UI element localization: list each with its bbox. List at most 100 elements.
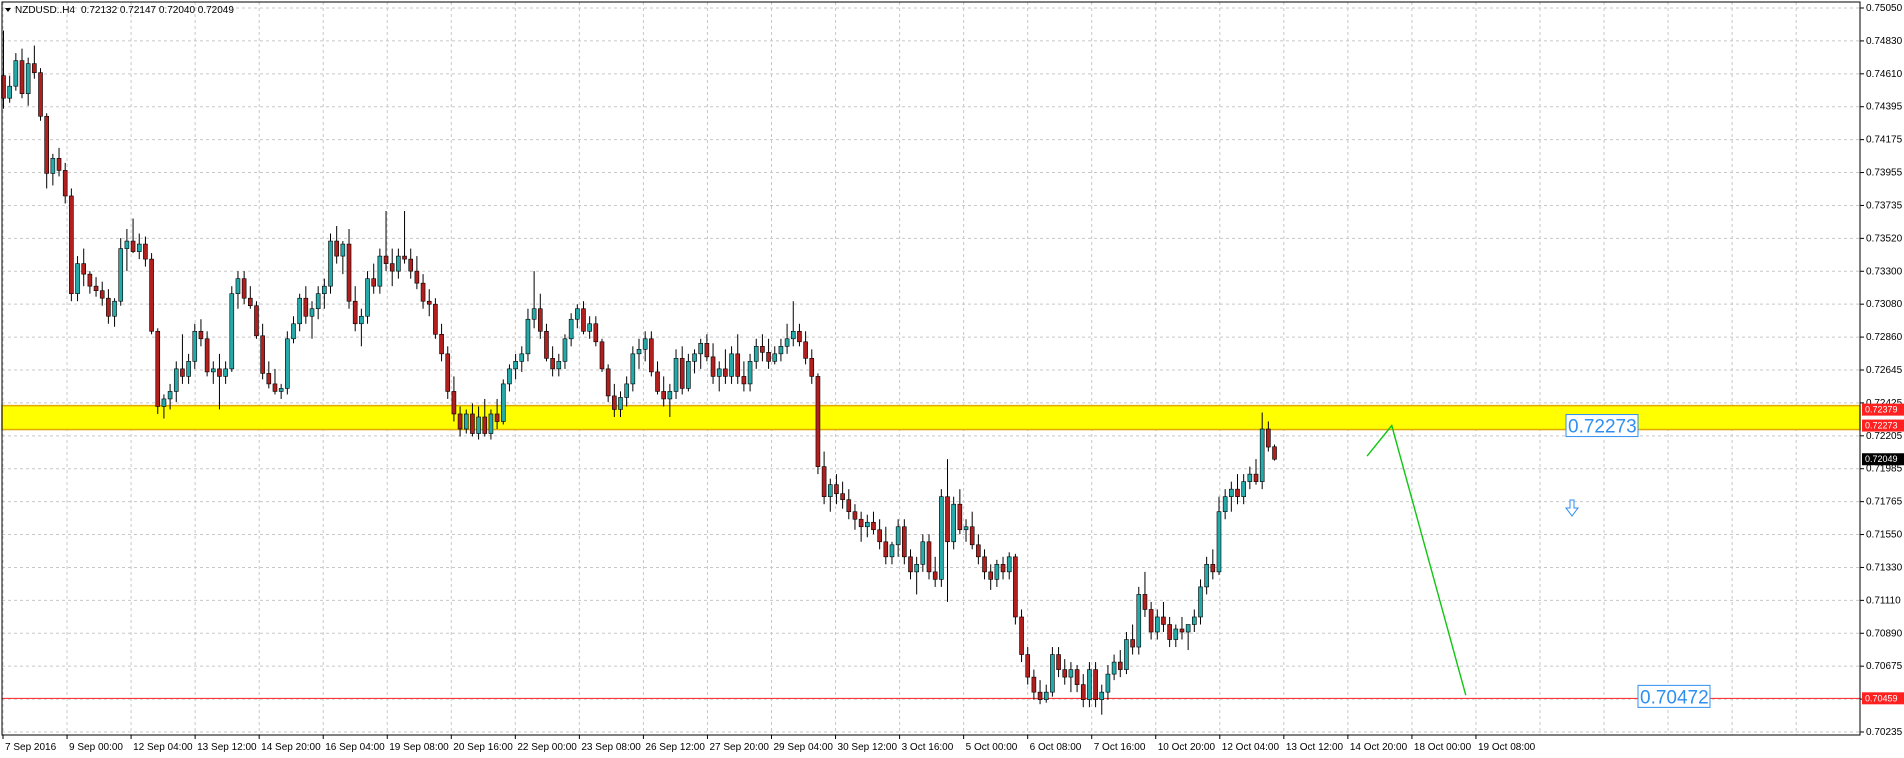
candle bbox=[686, 353, 691, 392]
candle bbox=[463, 409, 469, 434]
candle bbox=[198, 319, 204, 347]
x-tick-label: 9 Sep 00:00 bbox=[69, 742, 123, 753]
candle bbox=[889, 541, 895, 565]
candle-body bbox=[883, 541, 889, 558]
candle bbox=[1136, 586, 1142, 655]
x-tick-label: 18 Oct 00:00 bbox=[1414, 742, 1472, 753]
candle bbox=[210, 361, 216, 384]
candle bbox=[1192, 609, 1197, 633]
candle bbox=[1124, 632, 1129, 675]
candle bbox=[1062, 659, 1068, 685]
candle-body bbox=[1142, 594, 1148, 610]
candle bbox=[254, 301, 259, 339]
candle bbox=[371, 263, 377, 294]
candle-body bbox=[858, 518, 864, 528]
candle-body bbox=[99, 290, 105, 299]
x-tick-label: 5 Oct 00:00 bbox=[966, 742, 1018, 753]
candle-body bbox=[735, 353, 741, 377]
candle-body bbox=[624, 383, 629, 398]
candle-body bbox=[75, 263, 80, 294]
candle-body bbox=[457, 413, 463, 430]
symbol-label: NZDUSD..H4 bbox=[15, 5, 75, 16]
candle bbox=[723, 349, 728, 384]
candle-body bbox=[834, 484, 839, 494]
candle-body bbox=[581, 308, 586, 332]
candle-body bbox=[562, 338, 568, 362]
candle bbox=[902, 519, 907, 565]
candle bbox=[180, 334, 185, 384]
y-tick-label: 0.71330 bbox=[1866, 562, 1903, 573]
candle bbox=[939, 489, 944, 587]
candle-body bbox=[1037, 691, 1043, 700]
candle bbox=[173, 361, 179, 402]
candle-body bbox=[426, 300, 432, 305]
candle-body bbox=[377, 255, 383, 287]
candle bbox=[439, 323, 444, 362]
y-tick-label: 0.74610 bbox=[1866, 69, 1903, 80]
price-tag-label: 0.72273 bbox=[1865, 421, 1898, 431]
candle-body bbox=[969, 526, 975, 546]
candle bbox=[537, 293, 543, 339]
candle-body bbox=[186, 361, 191, 377]
candle bbox=[309, 301, 315, 339]
candle bbox=[963, 519, 969, 542]
candle bbox=[494, 398, 500, 430]
candle bbox=[760, 334, 765, 362]
triangle-down-icon[interactable] bbox=[5, 8, 11, 12]
candle-body bbox=[149, 258, 154, 332]
candle-body bbox=[1099, 691, 1105, 700]
candle bbox=[612, 383, 617, 417]
candle bbox=[396, 248, 401, 279]
price-tag-label: 0.70459 bbox=[1865, 693, 1898, 703]
candle-body bbox=[507, 368, 512, 385]
candle bbox=[982, 549, 987, 580]
candle bbox=[377, 248, 383, 294]
candle-body bbox=[575, 308, 580, 320]
candle-body bbox=[69, 195, 74, 294]
x-tick-label: 14 Sep 20:00 bbox=[261, 742, 321, 753]
candle bbox=[1093, 662, 1098, 708]
candle bbox=[38, 68, 43, 121]
candle bbox=[1080, 674, 1086, 708]
candle bbox=[1241, 474, 1246, 505]
candle-body bbox=[1247, 473, 1253, 482]
candle bbox=[297, 293, 302, 332]
candle-body bbox=[1272, 446, 1277, 460]
y-tick-label: 0.71550 bbox=[1866, 530, 1903, 541]
candle bbox=[1235, 474, 1240, 505]
candle bbox=[75, 256, 80, 302]
candle bbox=[920, 534, 926, 572]
x-tick-label: 12 Sep 04:00 bbox=[133, 742, 193, 753]
candle-body bbox=[383, 255, 389, 264]
candle bbox=[81, 248, 87, 287]
candle-body bbox=[346, 243, 352, 302]
candle bbox=[655, 361, 660, 395]
candle bbox=[389, 248, 395, 287]
y-tick-label: 0.75050 bbox=[1866, 3, 1903, 14]
candle bbox=[1006, 552, 1012, 580]
candle bbox=[1087, 662, 1092, 708]
x-tick-label: 7 Sep 2016 bbox=[5, 742, 57, 753]
candle bbox=[544, 323, 549, 362]
candle-body bbox=[784, 338, 790, 347]
candle-body bbox=[815, 376, 821, 467]
y-tick-label: 0.74395 bbox=[1866, 102, 1903, 113]
candle-body bbox=[62, 170, 68, 197]
candle-body bbox=[1093, 669, 1098, 700]
candle-body bbox=[864, 521, 870, 528]
y-tick-label: 0.71765 bbox=[1866, 497, 1903, 508]
candle-body bbox=[753, 346, 759, 362]
y-tick-label: 0.70890 bbox=[1866, 628, 1903, 639]
candle bbox=[426, 289, 432, 317]
candle-body bbox=[118, 248, 124, 302]
candle bbox=[1266, 421, 1271, 452]
candle-body bbox=[1025, 654, 1031, 678]
candle bbox=[852, 504, 858, 530]
candle-body bbox=[371, 278, 377, 287]
candle bbox=[531, 271, 537, 329]
candle-body bbox=[673, 358, 679, 392]
candle-body bbox=[1087, 669, 1092, 700]
candle bbox=[772, 346, 778, 365]
candle-body bbox=[957, 503, 963, 531]
x-tick-label: 23 Sep 08:00 bbox=[581, 742, 641, 753]
